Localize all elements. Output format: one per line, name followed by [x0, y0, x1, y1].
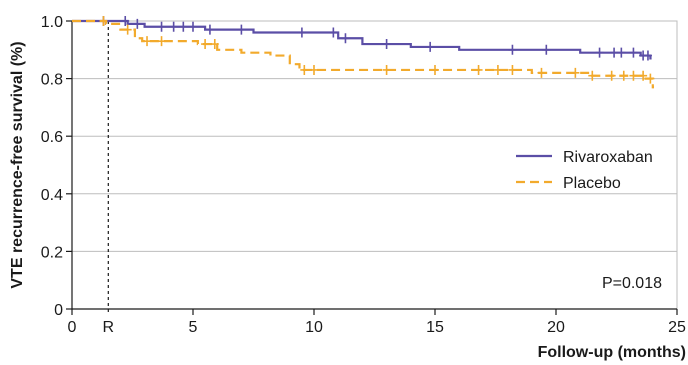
- censor-mark-placebo: [123, 24, 132, 35]
- series-line-placebo: [72, 19, 655, 89]
- x-tick-label: 25: [668, 319, 686, 336]
- censor-mark-placebo: [646, 73, 655, 84]
- censor-mark-rivaroxaban: [426, 41, 435, 52]
- x-tick-label: 10: [305, 319, 323, 336]
- censor-mark-rivaroxaban: [237, 24, 246, 35]
- censor-mark-rivaroxaban: [297, 27, 306, 38]
- x-tick-label: 15: [426, 319, 444, 336]
- censor-mark-rivaroxaban: [643, 50, 652, 61]
- censor-mark-rivaroxaban: [610, 47, 619, 58]
- legend-label-placebo: Placebo: [563, 175, 621, 192]
- censor-mark-rivaroxaban: [382, 39, 391, 50]
- censor-mark-placebo: [431, 64, 439, 75]
- censor-mark-placebo: [99, 16, 108, 26]
- censor-mark-rivaroxaban: [121, 16, 130, 26]
- censor-mark-rivaroxaban: [169, 21, 178, 32]
- censor-mark-rivaroxaban: [341, 33, 350, 44]
- censor-mark-placebo: [537, 67, 546, 78]
- censor-mark-rivaroxaban: [595, 47, 604, 58]
- censor-mark-placebo: [157, 36, 166, 47]
- censor-mark-placebo: [300, 64, 309, 75]
- y-tick-labels: 0 0.2 0.4 0.6 0.8 1.0: [41, 14, 63, 319]
- censor-mark-rivaroxaban: [157, 21, 166, 32]
- censor-mark-rivaroxaban: [508, 44, 517, 55]
- censor-mark-placebo: [639, 70, 648, 81]
- x-tick-labels: 0 5 10 15 20 25 R: [68, 319, 686, 336]
- y-tick-label: 0.2: [41, 244, 63, 261]
- series-line-rivaroxaban: [72, 19, 652, 60]
- x-tick-label: 20: [547, 319, 565, 336]
- axes: [66, 20, 678, 315]
- censor-mark-placebo: [382, 64, 391, 75]
- censor-mark-placebo: [310, 64, 318, 75]
- censor-mark-rivaroxaban: [542, 44, 551, 55]
- gridlines: [72, 20, 677, 252]
- censor-mark-placebo: [619, 70, 628, 81]
- censor-mark-placebo: [571, 67, 580, 78]
- series-layer: [72, 16, 655, 89]
- x-tick-label: 0: [68, 319, 77, 336]
- censor-mark-rivaroxaban: [629, 47, 638, 58]
- legend-label-rivaroxaban: Rivaroxaban: [563, 149, 653, 166]
- censor-mark-placebo: [607, 70, 616, 81]
- y-axis-title: VTE recurrence-free survival (%): [9, 41, 26, 288]
- p-value-annotation: P=0.018: [602, 275, 662, 292]
- legend: Rivaroxaban Placebo: [516, 149, 653, 192]
- censor-mark-rivaroxaban: [329, 27, 338, 38]
- y-tick-label: 0.6: [41, 129, 63, 146]
- y-tick-label: 0.8: [41, 72, 63, 89]
- censor-mark-placebo: [474, 64, 483, 75]
- censor-mark-rivaroxaban: [179, 21, 188, 32]
- censor-mark-rivaroxaban: [617, 47, 626, 58]
- x-axis-title: Follow-up (months): [538, 344, 686, 361]
- censor-mark-rivaroxaban: [133, 18, 142, 29]
- y-tick-label: 1.0: [41, 14, 63, 31]
- censor-mark-placebo: [143, 36, 152, 47]
- censor-mark-placebo: [210, 39, 219, 50]
- censor-mark-placebo: [588, 70, 597, 81]
- censor-mark-rivaroxaban: [205, 24, 214, 35]
- censor-mark-placebo: [493, 64, 502, 75]
- censor-mark-placebo: [629, 70, 638, 81]
- y-tick-label: 0.4: [41, 187, 63, 204]
- censor-mark-placebo: [508, 64, 517, 75]
- reference-label-r: R: [103, 319, 115, 336]
- censor-mark-placebo: [201, 39, 210, 50]
- x-tick-label: 5: [189, 319, 198, 336]
- y-tick-label: 0: [54, 302, 63, 319]
- censor-mark-rivaroxaban: [189, 21, 197, 32]
